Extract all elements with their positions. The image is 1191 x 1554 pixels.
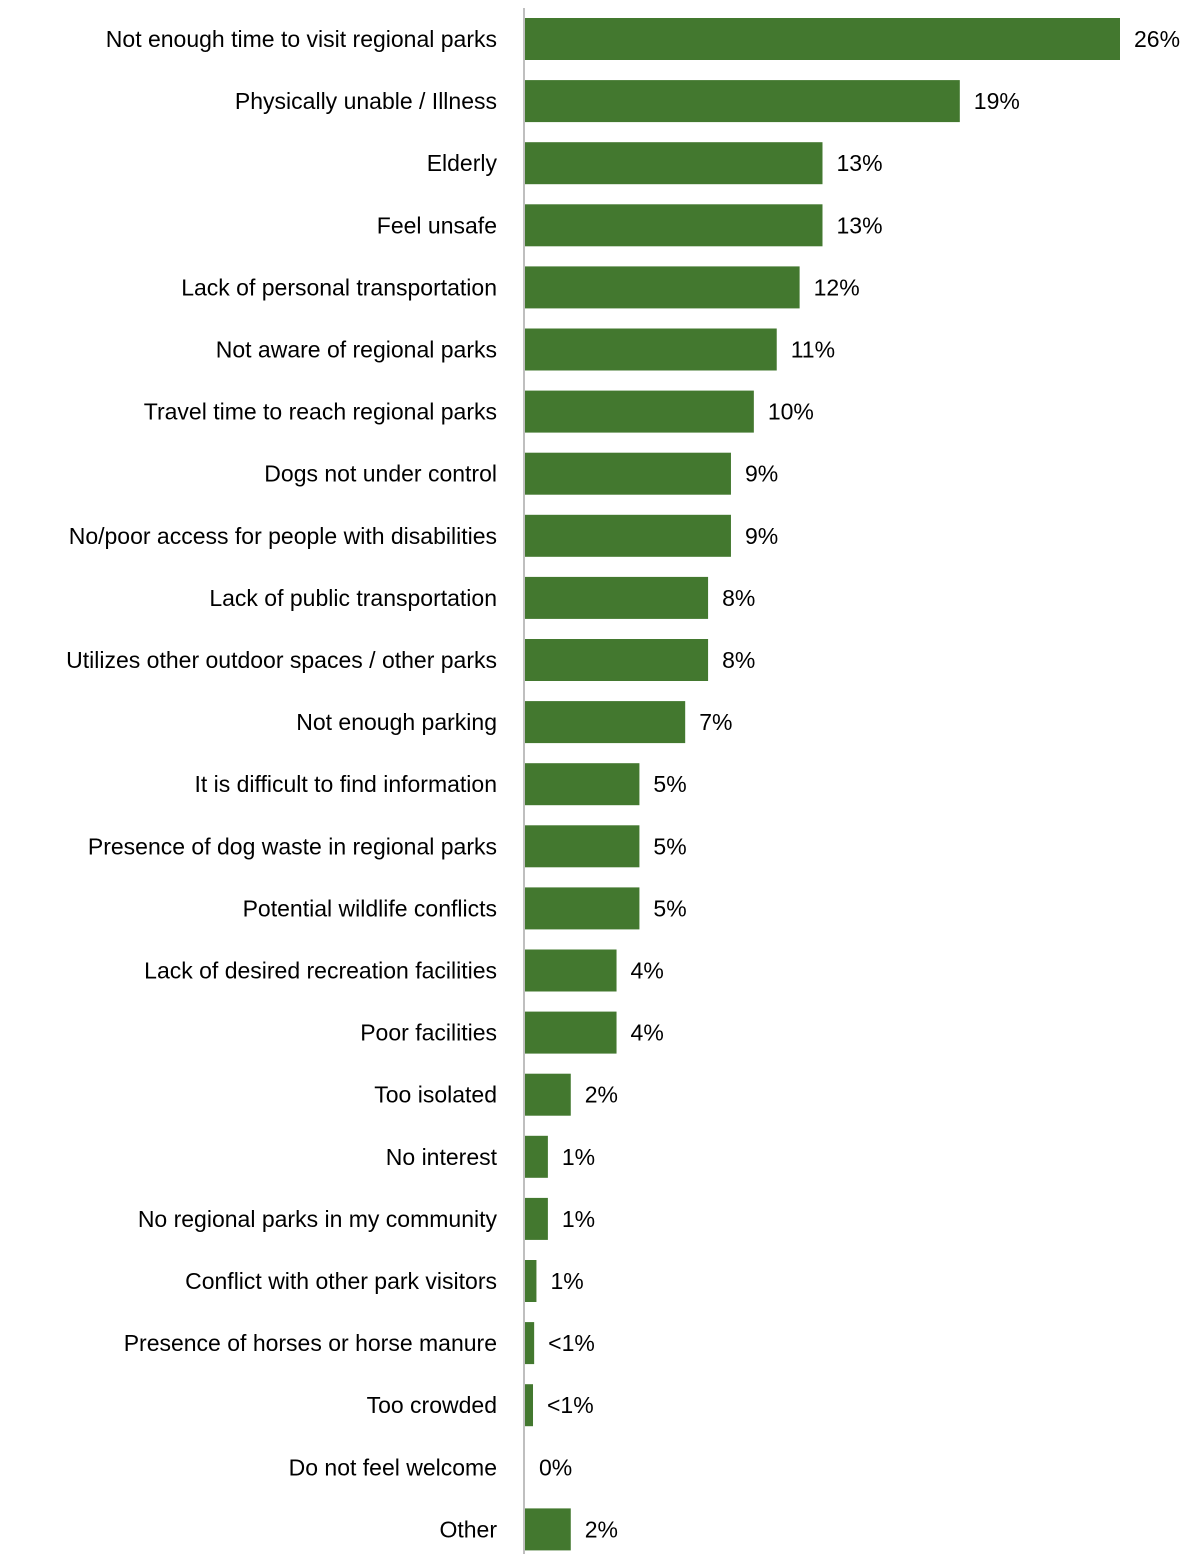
- value-label: 8%: [722, 585, 755, 611]
- bar: [525, 1073, 571, 1116]
- bar: [525, 1197, 548, 1240]
- category-label: Dogs not under control: [264, 461, 497, 487]
- category-label: Poor facilities: [360, 1020, 497, 1046]
- bar: [525, 142, 823, 185]
- category-label: Physically unable / Illness: [235, 88, 497, 114]
- category-label: Not aware of regional parks: [216, 337, 497, 363]
- bar: [525, 1508, 571, 1551]
- category-label: Conflict with other park visitors: [185, 1268, 497, 1294]
- bar: [525, 639, 709, 681]
- category-label: Travel time to reach regional parks: [144, 399, 497, 425]
- category-label: No/poor access for people with disabilit…: [69, 523, 497, 549]
- bar: [525, 204, 823, 247]
- value-label: 0%: [539, 1454, 572, 1480]
- bar: [525, 763, 640, 806]
- value-label: 5%: [653, 895, 686, 921]
- category-label: Too crowded: [367, 1392, 497, 1418]
- value-label: 1%: [550, 1268, 583, 1294]
- bar: [525, 887, 640, 930]
- category-label: It is difficult to find information: [194, 771, 497, 797]
- bar: [525, 1135, 548, 1178]
- bar: [525, 390, 754, 433]
- value-labels: 26% 19% 13% 13% 12% 11% 10% 9% 9% 8% 8% 7% 5% 5% 5% 4% 4…: [539, 26, 1180, 1542]
- value-label: 13%: [837, 150, 883, 176]
- category-label: Do not feel welcome: [289, 1454, 497, 1480]
- value-label: 4%: [631, 1020, 664, 1046]
- value-label: 1%: [562, 1206, 595, 1232]
- value-label: 13%: [837, 212, 883, 238]
- value-label: 5%: [653, 771, 686, 797]
- category-label: Not enough parking: [296, 709, 497, 735]
- category-label: Potential wildlife conflicts: [243, 895, 497, 921]
- value-label: 26%: [1134, 26, 1180, 52]
- value-label: 7%: [699, 709, 732, 735]
- value-label: <1%: [548, 1330, 595, 1356]
- bar: [525, 1384, 534, 1427]
- value-label: 2%: [585, 1082, 618, 1108]
- value-label: 5%: [653, 833, 686, 859]
- value-label: 9%: [745, 461, 778, 487]
- bar: [525, 949, 617, 992]
- bar: [525, 1322, 535, 1365]
- value-label: <1%: [547, 1392, 594, 1418]
- value-label: 9%: [745, 523, 778, 549]
- category-label: No interest: [386, 1144, 498, 1170]
- bar: [525, 1011, 617, 1054]
- value-label: 19%: [974, 88, 1020, 114]
- bar: [525, 514, 731, 557]
- category-label: Too isolated: [374, 1082, 497, 1108]
- category-label: Presence of dog waste in regional parks: [88, 833, 497, 859]
- category-labels: Not enough time to visit regional parks P…: [66, 26, 497, 1542]
- category-label: Feel unsafe: [377, 212, 497, 238]
- bar: [525, 80, 960, 123]
- category-label: Lack of public transportation: [209, 585, 497, 611]
- category-label: No regional parks in my community: [138, 1206, 498, 1232]
- value-label: 11%: [791, 337, 835, 363]
- category-label: Lack of desired recreation facilities: [144, 958, 497, 984]
- value-label: 4%: [631, 958, 664, 984]
- value-label: 10%: [768, 399, 814, 425]
- category-label: Other: [439, 1516, 497, 1542]
- bar: [525, 825, 640, 868]
- value-label: 1%: [562, 1144, 595, 1170]
- bars-layer: [525, 18, 1120, 1551]
- value-label: 2%: [585, 1516, 618, 1542]
- bar: [525, 266, 800, 309]
- value-label: 12%: [814, 274, 860, 300]
- bar: [525, 452, 731, 495]
- bar: [525, 701, 686, 744]
- bar: [525, 576, 709, 619]
- category-label: Presence of horses or horse manure: [124, 1330, 497, 1356]
- value-label: 8%: [722, 647, 755, 673]
- category-label: Not enough time to visit regional parks: [106, 26, 497, 52]
- category-label: Utilizes other outdoor spaces / other pa…: [66, 647, 497, 673]
- category-label: Lack of personal transportation: [181, 274, 497, 300]
- category-label: Elderly: [427, 150, 498, 176]
- bar: [525, 1260, 537, 1302]
- bar: [525, 18, 1120, 60]
- bar: [525, 328, 777, 371]
